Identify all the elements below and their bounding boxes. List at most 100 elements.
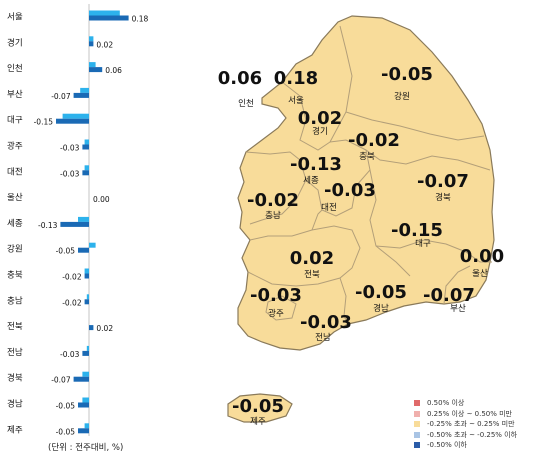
bar bbox=[82, 144, 89, 150]
bar bbox=[89, 62, 96, 68]
category-label: 서울 bbox=[7, 13, 23, 23]
category-label: 인천 bbox=[7, 63, 23, 74]
category-label: 충북 bbox=[7, 271, 23, 281]
bar bbox=[89, 325, 94, 331]
region-name: 서울 bbox=[288, 96, 304, 106]
region-value: -0.13 bbox=[290, 154, 342, 175]
region-value: -0.02 bbox=[348, 130, 400, 151]
region-name: 충남 bbox=[265, 211, 281, 221]
region-name: 제주 bbox=[250, 417, 266, 427]
bar bbox=[84, 268, 89, 274]
value-label: -0.15 bbox=[34, 118, 54, 127]
bar bbox=[89, 10, 120, 16]
region-value: -0.03 bbox=[324, 180, 376, 201]
legend-item: 0.50% 이상 bbox=[414, 398, 517, 409]
bar bbox=[84, 299, 89, 305]
bar bbox=[78, 247, 89, 253]
region-value: 0.02 bbox=[290, 248, 334, 269]
value-label: -0.07 bbox=[51, 92, 71, 101]
bar bbox=[56, 118, 89, 124]
bar bbox=[82, 397, 89, 403]
legend-label: -0.25% 초과 ~ 0.25% 미만 bbox=[427, 420, 515, 429]
region-name: 광주 bbox=[268, 308, 284, 319]
bar bbox=[86, 345, 89, 351]
value-label: -0.05 bbox=[56, 427, 76, 436]
bar bbox=[84, 273, 89, 279]
legend-swatch bbox=[414, 410, 420, 417]
region-value: -0.15 bbox=[391, 220, 443, 241]
region-value: -0.03 bbox=[250, 285, 302, 306]
region-name: 울산 bbox=[472, 268, 488, 279]
category-label: 충남 bbox=[7, 296, 23, 306]
region-value: 0.00 bbox=[460, 246, 504, 267]
value-label: -0.05 bbox=[56, 402, 76, 411]
unit-note: (단위 : 전주대비, %) bbox=[48, 443, 124, 453]
bar bbox=[73, 92, 89, 98]
bar bbox=[89, 41, 94, 47]
value-label: -0.07 bbox=[51, 376, 71, 385]
region-name: 대구 bbox=[415, 239, 431, 249]
category-label: 강원 bbox=[7, 244, 23, 255]
legend-swatch bbox=[414, 421, 420, 428]
value-label: 0.00 bbox=[93, 195, 110, 204]
bar bbox=[62, 113, 89, 119]
map-legend: 0.50% 이상 0.25% 이상 ~ 0.50% 미만 -0.25% 초과 ~… bbox=[414, 398, 517, 451]
value-label: -0.03 bbox=[60, 144, 80, 153]
value-label: 0.06 bbox=[105, 66, 122, 75]
value-label: -0.05 bbox=[56, 247, 76, 256]
bar bbox=[89, 67, 103, 73]
legend-item: -0.50% 이하 bbox=[414, 440, 517, 451]
region-value: -0.02 bbox=[247, 190, 299, 211]
region-name: 경남 bbox=[373, 303, 389, 314]
mainland-shape bbox=[237, 15, 495, 351]
value-label: -0.02 bbox=[62, 298, 82, 307]
legend-label: -0.50% 이하 bbox=[427, 441, 467, 450]
legend-swatch bbox=[414, 400, 420, 407]
region-value: -0.07 bbox=[423, 285, 475, 306]
region-name: 경기 bbox=[312, 126, 328, 137]
category-label: 대전 bbox=[7, 166, 23, 177]
bar bbox=[82, 371, 89, 377]
bar bbox=[86, 294, 89, 300]
jeju-island-shape bbox=[227, 393, 293, 423]
value-label: 0.02 bbox=[96, 40, 113, 49]
category-label: 세종 bbox=[7, 219, 23, 229]
legend-item: -0.50% 초과 ~ -0.25% 이하 bbox=[414, 430, 517, 441]
region-value: 0.02 bbox=[298, 108, 342, 129]
category-label: 대구 bbox=[7, 116, 23, 126]
bar bbox=[89, 36, 94, 42]
region-value: -0.05 bbox=[355, 282, 407, 303]
weekly-change-bar-chart: 서울 0.18 경기 0.02 인천 0.06 부산 -0.07 대구 -0.15 광주 -0.03 대… bbox=[7, 4, 149, 436]
region-name: 충북 bbox=[359, 152, 375, 162]
region-name: 인천 bbox=[238, 98, 254, 109]
value-label: -0.13 bbox=[38, 221, 58, 230]
category-label: 광주 bbox=[7, 141, 23, 152]
map-shapes bbox=[227, 15, 495, 423]
legend-swatch bbox=[414, 431, 420, 438]
bar bbox=[84, 165, 89, 171]
category-label: 울산 bbox=[7, 192, 23, 203]
category-label: 전북 bbox=[7, 321, 23, 332]
region-value: -0.05 bbox=[381, 64, 433, 85]
region-value: 0.06 bbox=[218, 68, 262, 89]
bar bbox=[82, 170, 89, 176]
legend-label: 0.50% 이상 bbox=[427, 399, 465, 408]
bar bbox=[84, 139, 89, 145]
category-label: 전남 bbox=[7, 347, 23, 358]
region-value: -0.03 bbox=[300, 312, 352, 333]
province-borders bbox=[245, 25, 492, 325]
region-name: 전남 bbox=[315, 332, 331, 343]
bar bbox=[73, 376, 89, 382]
region-value: -0.05 bbox=[232, 396, 284, 417]
bar bbox=[60, 221, 89, 227]
bar bbox=[78, 428, 89, 434]
value-label: 0.18 bbox=[132, 15, 149, 24]
legend-item: 0.25% 이상 ~ 0.50% 미만 bbox=[414, 409, 517, 420]
value-label: 0.02 bbox=[96, 324, 113, 333]
bar bbox=[78, 402, 89, 408]
region-name: 부산 bbox=[450, 303, 466, 314]
category-label: 제주 bbox=[7, 425, 23, 435]
